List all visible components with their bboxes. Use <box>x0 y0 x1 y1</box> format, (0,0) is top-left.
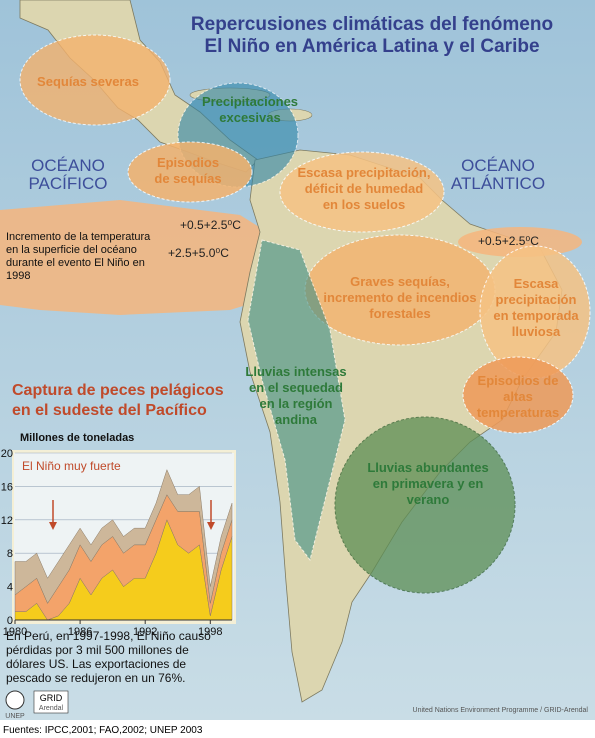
x-tick-label: 1998 <box>198 626 222 638</box>
region-label: déficit de humedad <box>305 181 424 196</box>
grid-logo <box>33 690 69 714</box>
chart-note: dólares US. Las exportaciones de <box>6 657 186 671</box>
logo-text: UNEP <box>5 713 25 720</box>
region-label: temperaturas <box>477 405 559 420</box>
temperature-label: +0.5+2.5⁰C <box>478 234 539 248</box>
region-area <box>247 239 346 562</box>
ocean-label: PACÍFICO <box>28 174 107 193</box>
area <box>14 468 233 604</box>
region-label: Lluvias abundantes <box>367 460 488 475</box>
chart-title: en el sudeste del Pacífico <box>12 402 207 419</box>
y-tick-label: 12 <box>1 515 13 527</box>
region-label: en los suelos <box>323 197 405 212</box>
ocean-label: OCÉANO <box>461 156 535 175</box>
chart-note: pérdidas por 3 mil 500 millones de <box>6 643 189 657</box>
chart <box>14 452 233 624</box>
chart-note: En Perú, en 1997-1998, El Niño causó <box>6 629 211 643</box>
axis-title: Millones de toneladas <box>20 432 134 444</box>
region-label: en primavera y en <box>373 476 484 491</box>
region-label: forestales <box>369 306 430 321</box>
warm-water <box>0 200 280 315</box>
region-label: Episodios <box>157 155 219 170</box>
region-label: en la región <box>260 396 333 411</box>
region-label: Precipitaciones <box>202 94 298 109</box>
arrow-head <box>49 522 57 530</box>
region-label: Escasa <box>514 276 560 291</box>
region-label: verano <box>407 492 450 507</box>
temperature-label: +2.5+5.0⁰C <box>168 246 229 260</box>
region-area <box>462 356 574 434</box>
logo-text: Arendal <box>39 705 64 712</box>
ocean-label: ATLÁNTICO <box>451 174 545 193</box>
title: El Niño en América Latina y el Caribe <box>204 36 539 57</box>
note-text: en la superficie del océano <box>6 244 137 256</box>
x-tick-label: 1992 <box>133 626 157 638</box>
source: Fuentes: IPCC,2001; FAO,2002; UNEP 2003 <box>3 725 203 736</box>
logo-text: GRID <box>40 693 63 703</box>
region-area <box>127 141 253 203</box>
ocean-label: OCÉANO <box>31 156 105 175</box>
chart-note: pescado se redujeron en un 76%. <box>6 671 185 685</box>
y-tick-label: 16 <box>1 481 13 493</box>
unep-logo <box>5 690 25 710</box>
note-text: Incremento de la temperatura <box>6 231 151 243</box>
x-tick-label: 1980 <box>3 626 27 638</box>
chart-title: Captura de peces pelágicos <box>12 382 224 399</box>
region-label: de sequías <box>154 171 221 186</box>
temperature-label: +0.5+2.5⁰C <box>180 218 241 232</box>
y-tick-label: 0 <box>7 615 13 627</box>
region-label: Episodios de <box>478 373 559 388</box>
region-area <box>19 34 171 126</box>
region-label: Graves sequías, <box>350 274 450 289</box>
y-tick-label: 8 <box>7 548 13 560</box>
region-label: incremento de incendios <box>323 290 476 305</box>
region-label: Escasa precipitación, <box>298 165 431 180</box>
annotation: El Niño muy fuerte <box>22 459 121 473</box>
region-label: en el sequedad <box>249 380 343 395</box>
region-label: Sequías severas <box>37 74 139 89</box>
y-tick-label: 4 <box>7 582 13 594</box>
note-text: durante el evento El Niño en <box>6 257 145 269</box>
x-tick-label: 1986 <box>68 626 92 638</box>
region-label: andina <box>275 412 318 427</box>
region-label: en temporada <box>493 308 579 323</box>
region-label: altas <box>503 389 533 404</box>
note-text: 1998 <box>6 270 30 282</box>
title: Repercusiones climáticas del fenómeno <box>191 14 553 35</box>
y-tick-label: 20 <box>1 448 13 460</box>
region-area <box>334 416 516 594</box>
region-label: excesivas <box>219 110 280 125</box>
credit: United Nations Environment Programme / G… <box>413 707 589 714</box>
footer-band <box>0 720 595 738</box>
region-label: precipitación <box>496 292 577 307</box>
region-label: Lluvias intensas <box>245 364 346 379</box>
region-label: lluviosa <box>512 324 561 339</box>
region-area <box>279 151 445 233</box>
arrow-head <box>207 522 215 530</box>
